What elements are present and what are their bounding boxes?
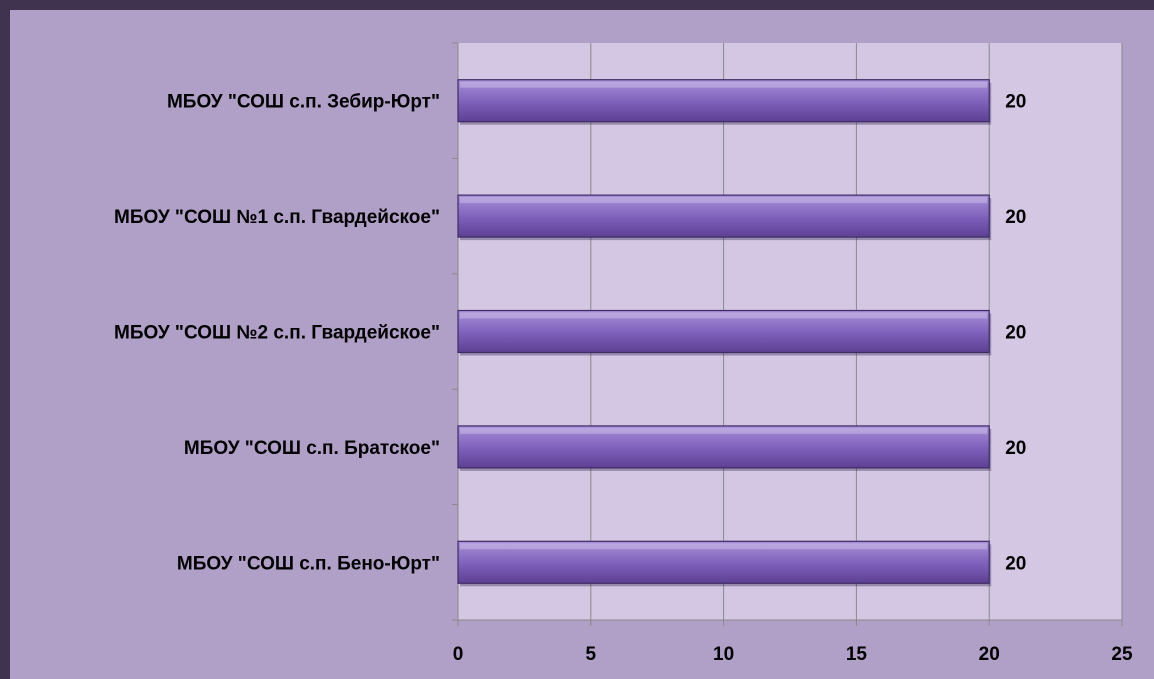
bar-highlight: [460, 427, 988, 434]
category-label: МБОУ "СОШ №1 с.п. Гвардейское": [114, 207, 440, 228]
data-label: 20: [1005, 323, 1026, 344]
bar: [457, 309, 990, 354]
category-label: МБОУ "СОШ №2 с.п. Гвардейское": [114, 323, 440, 344]
x-tick-label: 25: [1111, 644, 1133, 665]
x-tick-label: 10: [713, 644, 734, 665]
data-label: 20: [1005, 92, 1026, 113]
bar: [457, 425, 990, 469]
bar-highlight: [460, 197, 988, 204]
category-label: МБОУ "СОШ с.п. Зебир-Юрт": [167, 92, 440, 113]
bar: [457, 194, 990, 238]
category-label: МБОУ "СОШ с.п. Братское": [184, 438, 440, 459]
bar: [457, 79, 990, 123]
bar-highlight: [460, 543, 988, 550]
category-label: МБОУ "СОШ с.п. Бено-Юрт": [177, 553, 440, 574]
bar-chart: МБОУ "СОШ с.п. Бено-Юрт" 20 МБОУ "СОШ с.п.…: [114, 42, 1133, 665]
bar-highlight: [460, 81, 988, 88]
x-tick-label: 15: [846, 644, 868, 665]
chart-panel: МБОУ "СОШ с.п. Бено-Юрт" 20 МБОУ "СОШ с.п.…: [10, 10, 1154, 679]
x-tick-label: 5: [586, 644, 597, 665]
data-label: 20: [1005, 553, 1026, 574]
x-tick-label: 0: [453, 644, 464, 665]
data-label: 20: [1005, 207, 1026, 228]
x-tick-label: 20: [979, 644, 1000, 665]
data-label: 20: [1005, 438, 1026, 459]
bar-highlight: [460, 312, 988, 319]
bar: [457, 540, 990, 584]
